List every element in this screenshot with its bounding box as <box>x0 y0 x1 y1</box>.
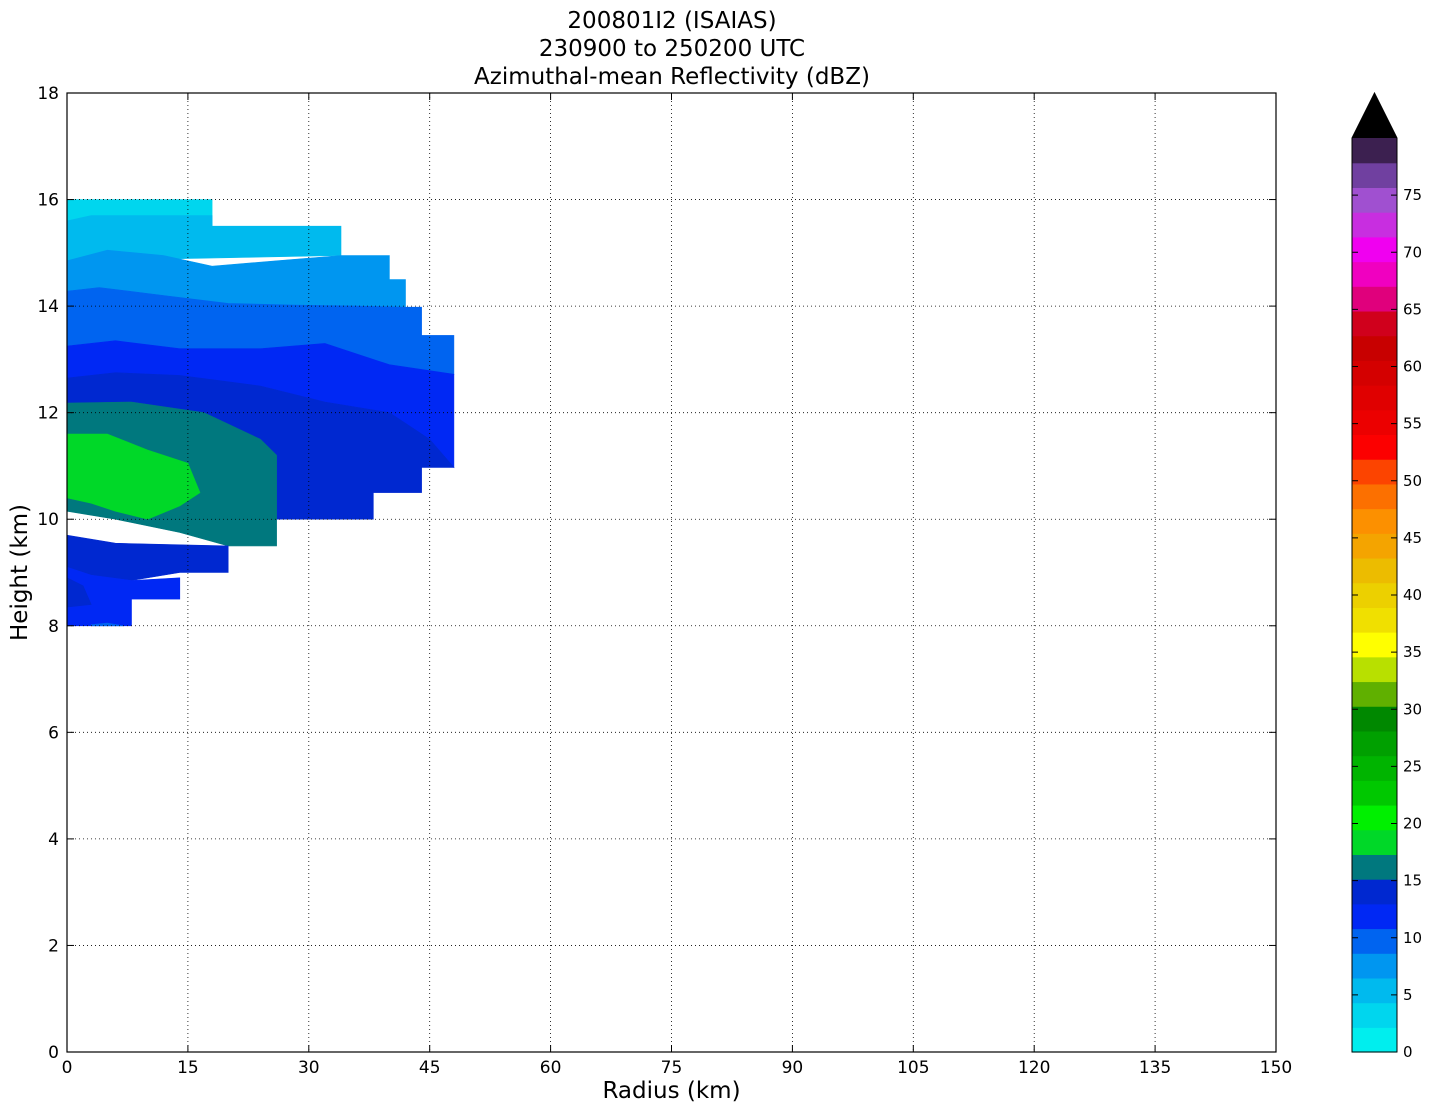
colorbar-segment <box>1352 953 1397 979</box>
y-tick-label: 8 <box>48 617 59 637</box>
colorbar-segment <box>1352 656 1397 683</box>
y-axis-label: Height (km) <box>7 504 33 641</box>
x-tick-label: 45 <box>419 1058 441 1078</box>
y-tick-label: 18 <box>37 84 59 104</box>
colorbar-segment <box>1352 138 1397 164</box>
x-tick-label: 60 <box>540 1058 562 1078</box>
x-tick-label: 105 <box>897 1058 929 1078</box>
colorbar-tick-label: 5 <box>1403 986 1413 1004</box>
contour-region-8 <box>66 534 229 581</box>
colorbar-tick-label: 70 <box>1403 243 1422 261</box>
chart-title-line-2: 230900 to 250200 UTC <box>538 36 806 62</box>
colorbar-segment <box>1352 261 1397 287</box>
colorbar-segment <box>1352 730 1397 757</box>
y-tick-label: 12 <box>37 404 59 424</box>
colorbar-segment <box>1352 508 1397 534</box>
x-tick-label: 120 <box>1018 1058 1050 1078</box>
colorbar-extend-max <box>1352 93 1397 138</box>
colorbar-segment <box>1352 829 1397 855</box>
colorbar-segment <box>1352 1002 1397 1028</box>
colorbar-tick-label: 20 <box>1403 815 1422 833</box>
y-tick-label: 16 <box>37 191 59 211</box>
y-tick-label: 0 <box>48 1043 59 1063</box>
colorbar-segment <box>1352 780 1397 806</box>
colorbar-segment <box>1352 607 1397 633</box>
y-tick-label: 10 <box>37 510 59 530</box>
colorbar-outline <box>1351 91 1398 1053</box>
colorbar-segment <box>1352 310 1397 337</box>
colorbar-segment <box>1352 434 1397 460</box>
colorbar-segment <box>1352 483 1397 510</box>
colorbar-segment <box>1352 459 1397 485</box>
x-axis-ticks: 0 15 30 45 60 75 90 105 120 135 150 <box>62 93 1292 1078</box>
colorbar-segment <box>1352 582 1397 608</box>
colorbar-tick-label: 50 <box>1403 472 1422 490</box>
x-tick-label: 75 <box>661 1058 683 1078</box>
colorbar-segment <box>1352 903 1397 930</box>
colorbar-tick-label: 30 <box>1403 700 1422 718</box>
y-tick-label: 2 <box>48 936 59 956</box>
y-tick-label: 4 <box>48 830 59 850</box>
colorbar-segment <box>1352 879 1397 905</box>
colorbar-segment <box>1352 977 1397 1004</box>
colorbar-tick-label: 45 <box>1403 529 1422 547</box>
x-tick-label: 90 <box>782 1058 804 1078</box>
colorbar-tick-label: 40 <box>1403 586 1422 604</box>
colorbar-segment <box>1352 804 1397 831</box>
colorbar-segment <box>1352 755 1397 781</box>
colorbar-segment <box>1352 854 1397 880</box>
colorbar-tick-label: 75 <box>1403 186 1422 204</box>
y-tick-label: 6 <box>48 723 59 743</box>
colorbar-tick-label: 35 <box>1403 643 1422 661</box>
contour-region-7 <box>66 433 201 520</box>
colorbar-segment <box>1352 681 1397 707</box>
colorbar-segment <box>1352 286 1397 312</box>
colorbar-tick-label: 0 <box>1403 1043 1413 1061</box>
x-axis-label: Radius (km) <box>602 1078 740 1104</box>
colorbar-segment <box>1352 360 1397 386</box>
colorbar-segment <box>1352 187 1397 213</box>
chart-title-line-3: Azimuthal-mean Reflectivity (dBZ) <box>474 64 870 90</box>
x-tick-label: 150 <box>1260 1058 1292 1078</box>
colorbar-segment <box>1352 385 1397 411</box>
colorbar-tick-label: 15 <box>1403 872 1422 890</box>
colorbar-segment <box>1352 409 1397 436</box>
x-tick-label: 135 <box>1139 1058 1171 1078</box>
x-tick-label: 15 <box>177 1058 199 1078</box>
colorbar-tick-label: 25 <box>1403 757 1422 775</box>
colorbar-segment <box>1352 928 1397 954</box>
y-axis-ticks: 0 2 4 6 8 10 12 14 16 18 <box>37 84 1276 1063</box>
grid-lines <box>67 93 1276 1052</box>
colorbar: 0 5 10 15 20 25 30 35 40 45 50 55 60 65 70 75 <box>1351 91 1422 1061</box>
colorbar-segment <box>1352 236 1397 263</box>
y-tick-label: 14 <box>37 297 59 317</box>
chart-title-line-1: 200801I2 (ISAIAS) <box>567 8 777 34</box>
colorbar-segment <box>1352 632 1397 658</box>
colorbar-tick-label: 10 <box>1403 929 1422 947</box>
x-tick-label: 30 <box>298 1058 320 1078</box>
colorbar-segment <box>1352 533 1397 559</box>
colorbar-segment <box>1352 212 1397 238</box>
colorbar-segment <box>1352 162 1397 188</box>
colorbar-tick-label: 65 <box>1403 300 1422 318</box>
contour-region-9 <box>66 566 181 627</box>
colorbar-segment <box>1352 1027 1397 1053</box>
colorbar-segment <box>1352 706 1397 732</box>
colorbar-segment <box>1352 557 1397 584</box>
colorbar-segment <box>1352 335 1397 361</box>
contour-fills <box>66 199 455 627</box>
colorbar-tick-label: 55 <box>1403 415 1422 433</box>
x-tick-label: 0 <box>62 1058 73 1078</box>
colorbar-tick-label: 60 <box>1403 358 1422 376</box>
